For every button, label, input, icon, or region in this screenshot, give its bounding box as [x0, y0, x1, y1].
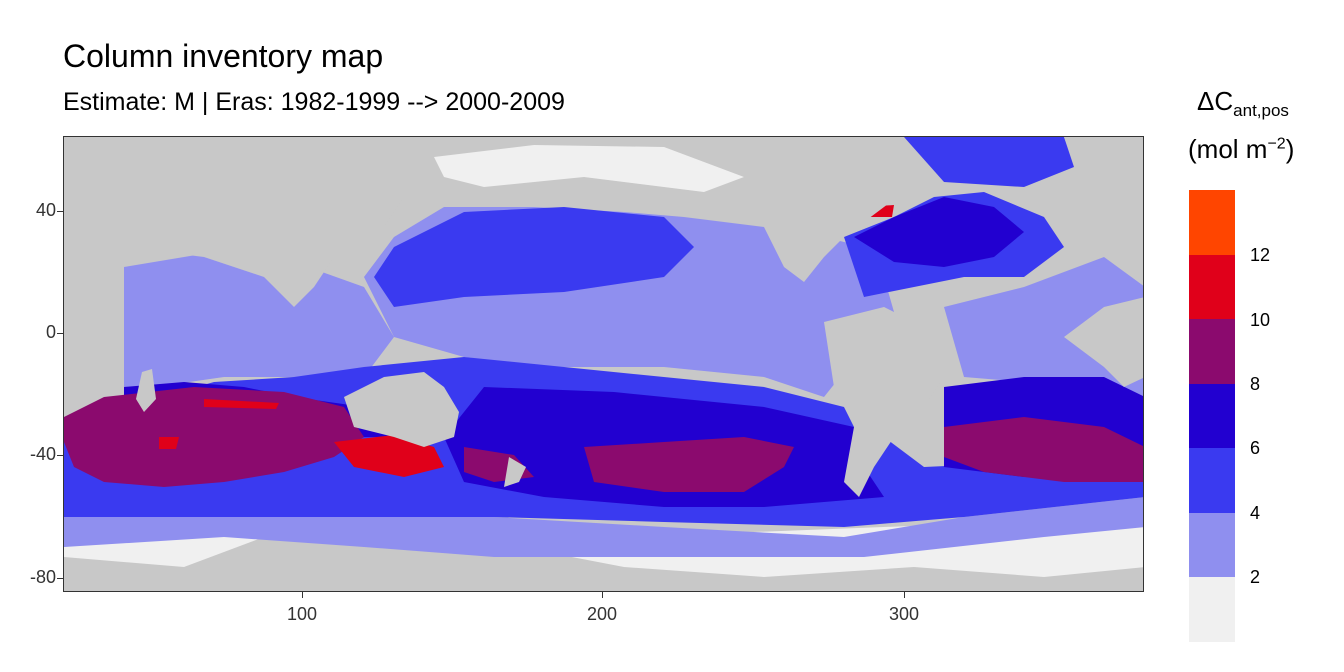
- ocean-inventory-map: [64, 137, 1143, 591]
- legend-label: 2: [1250, 567, 1261, 587]
- legend-swatch: [1189, 190, 1235, 255]
- y-tick-mark: [57, 211, 63, 212]
- legend-swatch: [1189, 319, 1235, 384]
- y-tick-mark: [57, 455, 63, 456]
- map-panel: [63, 136, 1144, 592]
- x-tick-label: 200: [586, 604, 618, 624]
- legend-swatch: [1189, 448, 1235, 513]
- map-subtitle: Estimate: M | Eras: 1982-1999 --> 2000-2…: [63, 88, 565, 116]
- legend-swatch: [1189, 512, 1235, 577]
- legend-colorbar: [1189, 190, 1235, 642]
- band-light: [64, 207, 1143, 557]
- legend-label: 8: [1250, 374, 1261, 394]
- y-tick-mark: [57, 333, 63, 334]
- legend-swatch: [1189, 383, 1235, 448]
- legend-label: 10: [1250, 310, 1271, 330]
- x-tick-mark: [302, 592, 303, 598]
- y-tick-label: -40: [29, 444, 56, 464]
- x-tick-label: 100: [286, 604, 318, 624]
- land-masses: [64, 137, 1143, 591]
- band-red: [159, 205, 894, 477]
- legend-label: 12: [1250, 245, 1271, 265]
- y-tick-label: -80: [29, 567, 56, 587]
- y-tick-label: 0: [45, 322, 56, 342]
- legend-label: 6: [1250, 438, 1261, 458]
- legend-unit: (mol m−2): [1188, 134, 1295, 164]
- y-tick-mark: [57, 578, 63, 579]
- x-tick-mark: [602, 592, 603, 598]
- legend-label: 4: [1250, 503, 1261, 523]
- x-tick-mark: [904, 592, 905, 598]
- map-title: Column inventory map: [63, 38, 384, 74]
- legend-swatch: [1189, 577, 1235, 642]
- y-tick-label: 40: [35, 200, 56, 220]
- legend-title: ΔCant,pos: [1197, 86, 1289, 121]
- x-tick-label: 300: [888, 604, 920, 624]
- legend-swatch: [1189, 254, 1235, 319]
